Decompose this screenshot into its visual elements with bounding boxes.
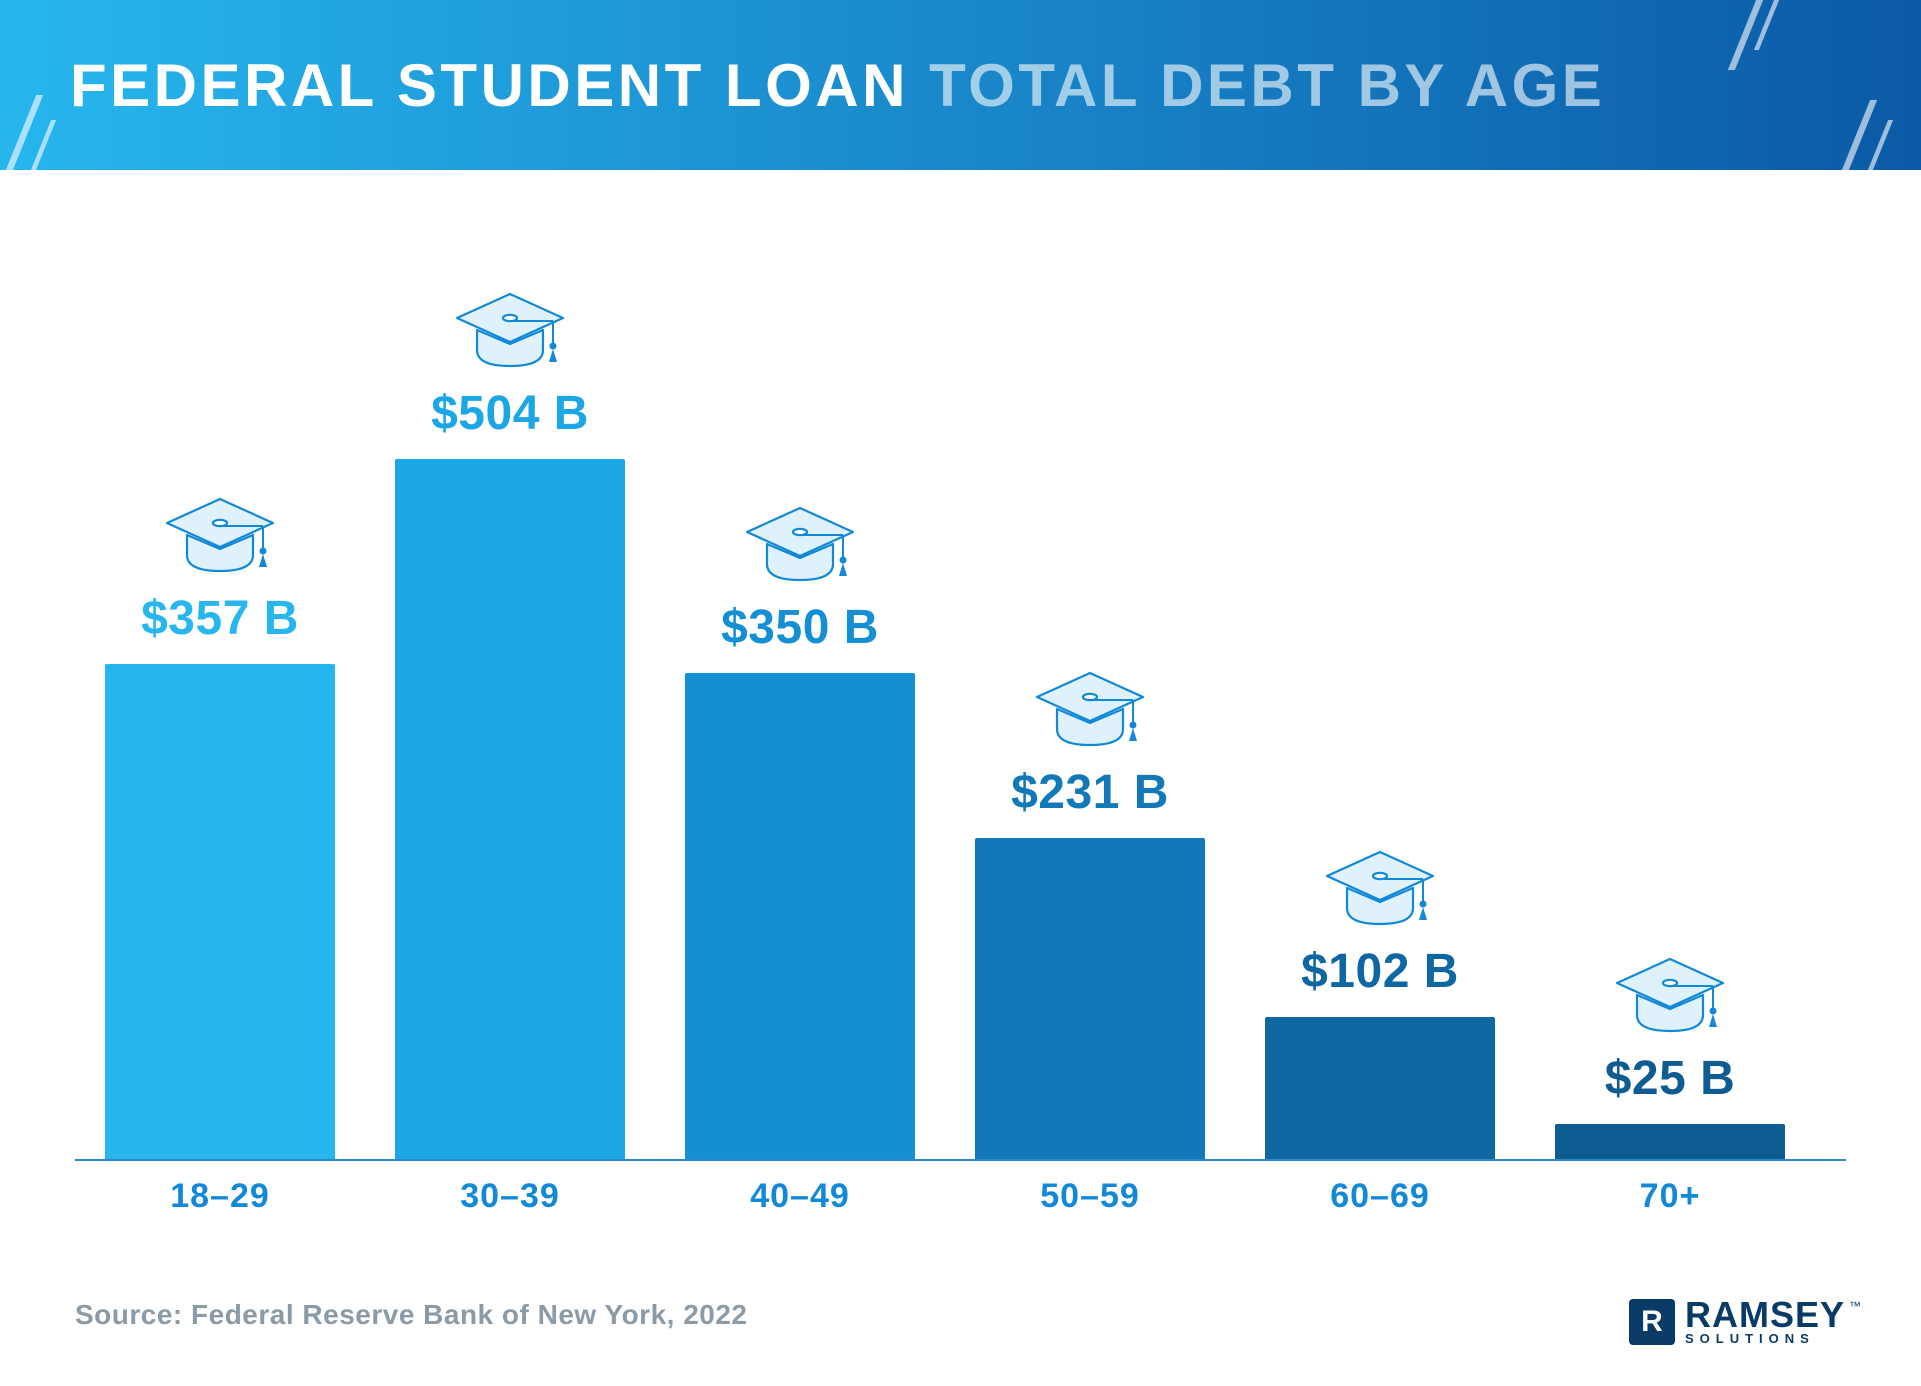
grad-cap-icon-wrap	[685, 502, 915, 597]
grad-cap-icon-wrap	[1555, 953, 1785, 1048]
bar-value-label: $350 B	[685, 600, 915, 655]
bar-column: $231 B 50–59	[975, 230, 1205, 1216]
category-label: 60–69	[1265, 1177, 1495, 1216]
chart-area: $357 B 18–29 $504 B 30–39 $350 B	[75, 230, 1846, 1216]
trademark-symbol: ™	[1849, 1299, 1861, 1313]
grad-cap-icon	[735, 502, 865, 597]
grad-cap-icon-wrap	[105, 493, 335, 588]
grad-cap-icon	[1605, 953, 1735, 1048]
bar-value-label: $357 B	[105, 591, 335, 646]
grad-cap-icon-wrap	[975, 667, 1205, 762]
bar-column: $350 B 40–49	[685, 230, 915, 1216]
bar-value-label: $102 B	[1265, 944, 1495, 999]
category-label: 18–29	[105, 1177, 335, 1216]
title-faded: TOTAL DEBT BY AGE	[929, 52, 1605, 119]
bar-chart: $357 B 18–29 $504 B 30–39 $350 B	[75, 230, 1846, 1216]
bar-value-label: $25 B	[1555, 1051, 1785, 1106]
brand-name: RAMSEY	[1685, 1297, 1845, 1333]
brand-logo: R RAMSEY SOLUTIONS ™	[1629, 1297, 1861, 1346]
bar	[105, 664, 335, 1159]
grad-cap-icon	[445, 288, 575, 383]
brand-text-block: RAMSEY SOLUTIONS	[1685, 1297, 1845, 1346]
grad-cap-icon	[1315, 846, 1445, 941]
source-text: Source: Federal Reserve Bank of New York…	[75, 1299, 747, 1331]
bar	[1555, 1124, 1785, 1159]
category-label: 30–39	[395, 1177, 625, 1216]
bar	[685, 673, 915, 1159]
bar-column: $102 B 60–69	[1265, 230, 1495, 1216]
category-label: 40–49	[685, 1177, 915, 1216]
header-banner: FEDERAL STUDENT LOAN TOTAL DEBT BY AGE	[0, 0, 1921, 170]
brand-badge-icon: R	[1629, 1299, 1675, 1345]
bar	[1265, 1017, 1495, 1159]
accent-slash	[1864, 120, 1893, 170]
bar	[395, 459, 625, 1159]
category-label: 70+	[1555, 1177, 1785, 1216]
title-bold: FEDERAL STUDENT LOAN	[70, 52, 909, 119]
bar-value-label: $231 B	[975, 765, 1205, 820]
bar-column: $25 B 70+	[1555, 230, 1785, 1216]
grad-cap-icon	[1025, 667, 1155, 762]
bar-column: $504 B 30–39	[395, 230, 625, 1216]
brand-badge-letter: R	[1641, 1305, 1663, 1339]
grad-cap-icon	[155, 493, 285, 588]
category-label: 50–59	[975, 1177, 1205, 1216]
bar-value-label: $504 B	[395, 386, 625, 441]
grad-cap-icon-wrap	[1265, 846, 1495, 941]
bar	[975, 838, 1205, 1159]
chart-title: FEDERAL STUDENT LOAN TOTAL DEBT BY AGE	[70, 51, 1605, 120]
bar-column: $357 B 18–29	[105, 230, 335, 1216]
grad-cap-icon-wrap	[395, 288, 625, 383]
